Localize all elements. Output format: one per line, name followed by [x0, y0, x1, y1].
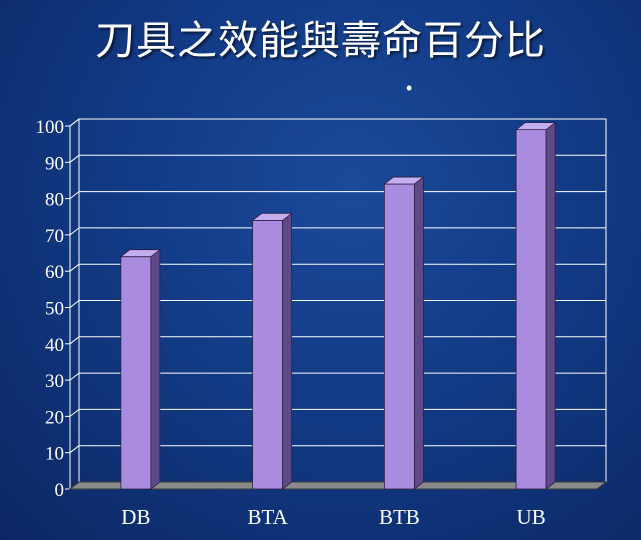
- bar-top: [251, 212, 293, 221]
- y-tick-label: 70: [45, 226, 64, 247]
- bar-side: [545, 121, 556, 490]
- gridline-side: [69, 300, 80, 308]
- bar-front: [252, 219, 284, 490]
- x-category-label: BTB: [379, 505, 420, 529]
- y-tick-label: 40: [45, 335, 64, 356]
- x-category-label: UB: [517, 505, 546, 529]
- y-axis-tick-labels: 0 10 20 30 40 50 60 70 80 90 100: [36, 117, 65, 501]
- bar-top: [119, 249, 162, 258]
- bar-top: [514, 122, 557, 131]
- slide-title: 刀具之效能與壽命百分比: [95, 18, 546, 64]
- gridline-side: [69, 336, 80, 345]
- bar-top: [383, 176, 425, 185]
- bar-db: [119, 248, 162, 490]
- y-tick-label: 60: [45, 262, 64, 283]
- gridline-side: [69, 154, 80, 163]
- bar-side: [413, 176, 424, 490]
- y-tick-label: 100: [36, 117, 65, 138]
- bullet-point: •: [406, 78, 413, 98]
- bar-front: [515, 129, 547, 490]
- x-category-label: DB: [121, 505, 150, 529]
- gridline-side: [69, 118, 80, 127]
- bar-front: [383, 183, 415, 490]
- bar-ub: [514, 121, 557, 490]
- gridline-side: [69, 191, 80, 199]
- bar-side: [282, 212, 293, 490]
- gridline-side: [69, 409, 80, 417]
- y-tick-label: 50: [45, 299, 64, 320]
- bar-bta: [251, 212, 293, 490]
- bar-side: [150, 248, 161, 490]
- y-tick-label: 10: [45, 444, 64, 465]
- y-tick-label: 20: [45, 407, 64, 428]
- gridline-side: [69, 445, 80, 454]
- y-tick-label: 90: [45, 153, 64, 174]
- gridline-side: [69, 263, 80, 272]
- bar-front: [120, 256, 152, 490]
- gridline-side: [69, 372, 80, 381]
- bars: [119, 121, 557, 490]
- x-axis-category-labels: DB BTA BTB UB: [121, 505, 545, 529]
- gridline-side: [69, 227, 80, 236]
- chart-floor: [68, 481, 608, 490]
- y-tick-label: 80: [45, 190, 64, 211]
- y-tick-label: 0: [55, 480, 65, 501]
- floor-plane: [68, 481, 608, 490]
- y-tick-label: 30: [45, 371, 64, 392]
- x-category-label: BTA: [247, 505, 288, 529]
- bar-btb: [383, 176, 425, 490]
